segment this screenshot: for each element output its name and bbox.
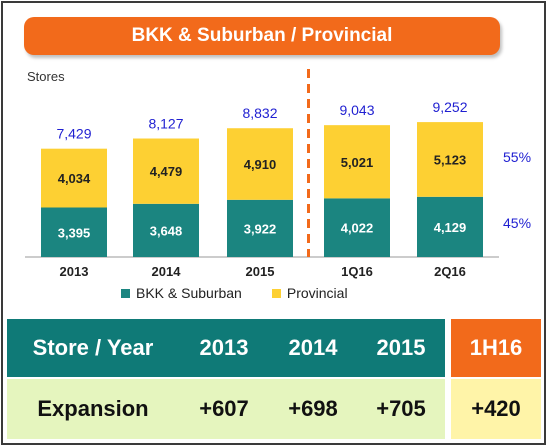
legend-item-provincial: Provincial bbox=[271, 285, 348, 301]
label-provincial-1Q16: 5,021 bbox=[341, 155, 374, 170]
legend-label-bkk: BKK & Suburban bbox=[136, 285, 242, 301]
x-tick-1Q16: 1Q16 bbox=[341, 264, 373, 279]
table-value-2014: +698 bbox=[288, 396, 338, 421]
label-bkk-1Q16: 4,022 bbox=[341, 221, 374, 236]
x-tick-2Q16: 2Q16 bbox=[434, 264, 466, 279]
table-header-label: Store / Year bbox=[32, 335, 154, 360]
label-provincial-2014: 4,479 bbox=[150, 164, 183, 179]
legend-swatch-bkk bbox=[121, 288, 130, 298]
table-row-label: Expansion bbox=[37, 396, 149, 421]
table-header-row bbox=[7, 319, 445, 377]
bar-provincial-1Q16 bbox=[324, 125, 390, 199]
x-tick-2015: 2015 bbox=[246, 264, 275, 279]
x-tick-2013: 2013 bbox=[60, 264, 89, 279]
bar-bkk-1Q16 bbox=[324, 198, 390, 257]
provincial-share-label: 55% bbox=[503, 149, 532, 165]
label-bkk-2015: 3,922 bbox=[244, 221, 277, 236]
table-value-1h16 bbox=[451, 379, 541, 439]
label-total-2014: 8,127 bbox=[148, 116, 183, 132]
bar-provincial-2Q16 bbox=[417, 122, 483, 197]
bar-bkk-2015 bbox=[227, 199, 293, 257]
y-axis-label: Stores bbox=[27, 69, 65, 84]
table-value-row bbox=[7, 379, 445, 439]
label-bkk-2014: 3,648 bbox=[150, 223, 183, 238]
x-tick-2014: 2014 bbox=[152, 264, 182, 279]
bar-bkk-2014 bbox=[133, 203, 199, 257]
bar-provincial-2015 bbox=[227, 128, 293, 200]
label-bkk-2Q16: 4,129 bbox=[434, 220, 467, 235]
bar-bkk-2Q16 bbox=[417, 196, 483, 257]
table-value-1h16-text: +420 bbox=[471, 396, 521, 421]
label-total-2Q16: 9,252 bbox=[432, 99, 467, 115]
label-provincial-2015: 4,910 bbox=[244, 157, 277, 172]
bar-provincial-2014 bbox=[133, 138, 199, 204]
chart-legend: BKK & Suburban Provincial bbox=[121, 285, 372, 301]
table-header-2013: 2013 bbox=[199, 335, 249, 360]
table-header-2015: 2015 bbox=[376, 335, 426, 360]
table-header-1h16-text: 1H16 bbox=[469, 335, 523, 360]
bkk-share-label: 45% bbox=[503, 215, 532, 231]
label-total-2015: 8,832 bbox=[242, 105, 277, 121]
slide-title: BKK & Suburban / Provincial bbox=[24, 17, 500, 55]
table-value-2015: +705 bbox=[376, 396, 426, 421]
label-bkk-2013: 3,395 bbox=[58, 225, 91, 240]
legend-item-bkk: BKK & Suburban bbox=[121, 285, 242, 301]
bar-provincial-2013 bbox=[41, 148, 107, 208]
table-header-2014: 2014 bbox=[288, 335, 338, 360]
legend-swatch-provincial bbox=[271, 288, 281, 298]
stacked-bar-chart: 3,395 4,034 7,429 2013 3,648 4,479 8,127 2014 3,… bbox=[25, 69, 499, 279]
table-header-1h16 bbox=[451, 319, 541, 377]
legend-label-provincial: Provincial bbox=[286, 285, 348, 301]
label-total-2013: 7,429 bbox=[56, 126, 91, 142]
label-total-1Q16: 9,043 bbox=[339, 102, 374, 118]
table-value-2013: +607 bbox=[199, 396, 249, 421]
label-provincial-2013: 4,034 bbox=[58, 171, 91, 186]
bar-bkk-2013 bbox=[41, 207, 107, 257]
label-provincial-2Q16: 5,123 bbox=[434, 152, 467, 167]
